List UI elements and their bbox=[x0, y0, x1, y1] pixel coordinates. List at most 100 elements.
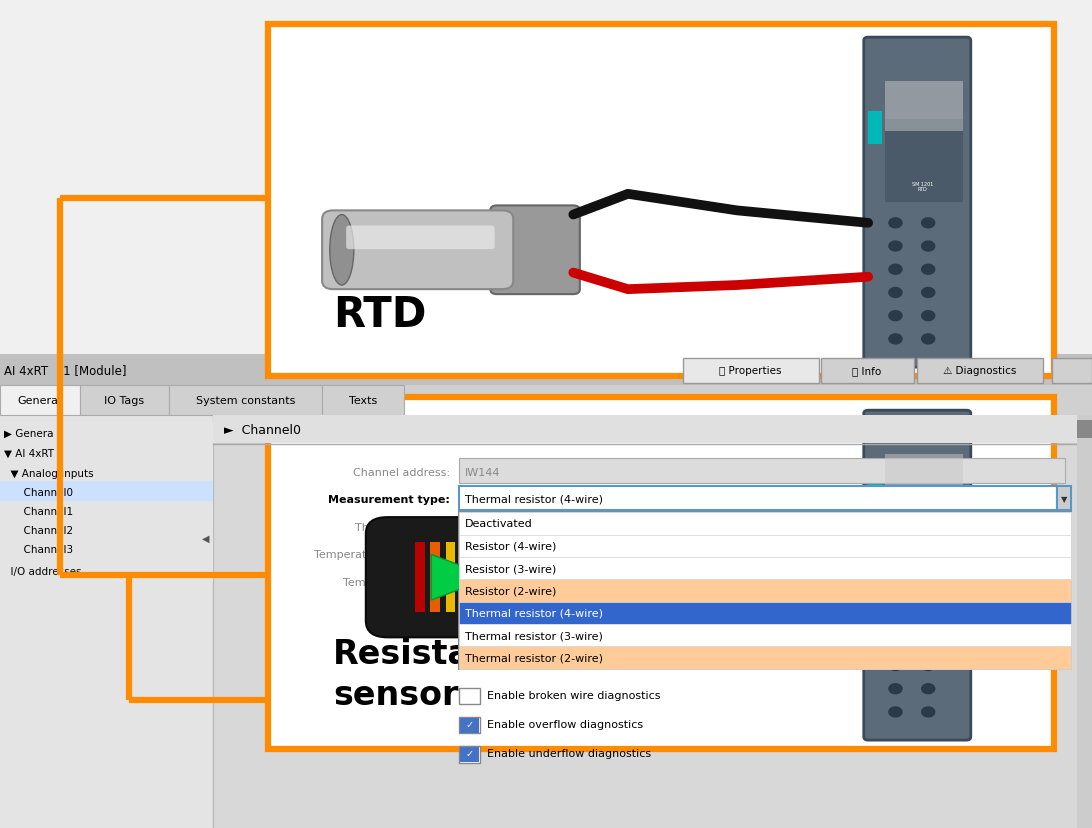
Text: ►  Channel0: ► Channel0 bbox=[224, 423, 301, 436]
Bar bbox=[917, 359, 1043, 383]
Bar bbox=[459, 602, 1071, 624]
Bar bbox=[1057, 486, 1071, 511]
Bar bbox=[268, 397, 1054, 749]
Bar bbox=[459, 624, 1071, 647]
Text: SM 1201
RTD: SM 1201 RTD bbox=[912, 554, 934, 565]
Text: IO Tags: IO Tags bbox=[105, 396, 144, 406]
Text: ▼ AI 4xRT: ▼ AI 4xRT bbox=[4, 448, 55, 458]
Bar bbox=[1052, 359, 1092, 383]
Bar bbox=[0, 442, 213, 464]
Text: Enable underflow diagnostics: Enable underflow diagnostics bbox=[487, 749, 651, 758]
Text: 🔍 Properties: 🔍 Properties bbox=[719, 366, 782, 376]
Text: ▶ Genera: ▶ Genera bbox=[4, 428, 54, 438]
Bar bbox=[213, 416, 1092, 444]
Circle shape bbox=[889, 311, 902, 321]
Bar bbox=[430, 542, 440, 613]
Bar bbox=[460, 718, 479, 733]
Bar bbox=[459, 688, 480, 705]
Text: Channel3: Channel3 bbox=[4, 545, 73, 555]
Bar bbox=[885, 82, 963, 132]
Text: ▼ Analog inputs: ▼ Analog inputs bbox=[4, 469, 94, 479]
Circle shape bbox=[922, 707, 935, 717]
Bar bbox=[1077, 416, 1092, 828]
Bar bbox=[459, 513, 1071, 535]
Bar bbox=[459, 459, 1065, 484]
Text: Measurement type:: Measurement type: bbox=[328, 494, 450, 504]
Text: Thermal resistor (4-wire): Thermal resistor (4-wire) bbox=[465, 494, 603, 504]
Circle shape bbox=[889, 265, 902, 275]
Text: Enable overflow diagnostics: Enable overflow diagnostics bbox=[487, 720, 643, 729]
Circle shape bbox=[922, 288, 935, 298]
Bar bbox=[885, 120, 963, 203]
Bar bbox=[268, 25, 1054, 377]
Bar bbox=[446, 542, 455, 613]
Bar bbox=[459, 580, 1071, 602]
Bar bbox=[460, 747, 479, 762]
Circle shape bbox=[922, 661, 935, 671]
Text: ▼: ▼ bbox=[1061, 495, 1067, 503]
Text: ✓: ✓ bbox=[465, 749, 474, 758]
Text: ⚠ Diagnostics: ⚠ Diagnostics bbox=[942, 366, 1017, 376]
FancyBboxPatch shape bbox=[864, 411, 971, 740]
Bar bbox=[459, 535, 1071, 557]
Text: I/O addresses: I/O addresses bbox=[4, 566, 82, 576]
Text: RTD: RTD bbox=[333, 294, 427, 336]
Bar bbox=[0, 386, 80, 416]
Bar bbox=[459, 647, 1071, 669]
Text: Resistor (2-wire): Resistor (2-wire) bbox=[465, 585, 557, 596]
FancyBboxPatch shape bbox=[322, 211, 513, 290]
Bar bbox=[885, 455, 963, 504]
Circle shape bbox=[889, 242, 902, 252]
Text: Smoothing:: Smoothing: bbox=[385, 604, 450, 614]
Circle shape bbox=[889, 707, 902, 717]
Bar bbox=[322, 386, 404, 416]
Bar bbox=[459, 717, 480, 734]
Text: Channel address:: Channel address: bbox=[353, 467, 450, 477]
FancyBboxPatch shape bbox=[366, 518, 557, 638]
Text: AI 4xRT    1 [Module]: AI 4xRT 1 [Module] bbox=[4, 363, 127, 377]
Circle shape bbox=[889, 638, 902, 647]
Bar bbox=[821, 359, 914, 383]
Bar bbox=[459, 557, 1071, 580]
Text: ⓘ Info: ⓘ Info bbox=[853, 366, 881, 376]
Bar bbox=[0, 561, 213, 582]
Circle shape bbox=[922, 638, 935, 647]
Circle shape bbox=[922, 311, 935, 321]
Bar bbox=[1077, 421, 1092, 439]
Text: Resistor (4-wire): Resistor (4-wire) bbox=[465, 541, 557, 551]
Bar bbox=[0, 416, 213, 828]
Text: Channel1: Channel1 bbox=[4, 507, 73, 517]
Polygon shape bbox=[431, 555, 491, 600]
Bar bbox=[415, 542, 425, 613]
Bar bbox=[0, 354, 1092, 386]
Circle shape bbox=[922, 614, 935, 624]
Circle shape bbox=[922, 219, 935, 229]
Text: Thermal resistor (2-wire): Thermal resistor (2-wire) bbox=[465, 652, 603, 663]
Text: Channel2: Channel2 bbox=[4, 526, 73, 536]
Circle shape bbox=[922, 242, 935, 252]
Bar bbox=[868, 112, 882, 145]
Text: ✓: ✓ bbox=[465, 720, 474, 729]
Circle shape bbox=[922, 265, 935, 275]
Bar bbox=[491, 542, 501, 613]
Bar bbox=[458, 512, 1072, 670]
Text: Resistance
sensor: Resistance sensor bbox=[333, 637, 537, 710]
FancyBboxPatch shape bbox=[346, 226, 495, 250]
Bar bbox=[0, 520, 213, 542]
Bar bbox=[885, 493, 963, 575]
Bar bbox=[682, 359, 819, 383]
Bar bbox=[868, 484, 882, 518]
Circle shape bbox=[922, 335, 935, 344]
Text: Enable broken wire diagnostics: Enable broken wire diagnostics bbox=[487, 691, 661, 700]
Text: Deactivated: Deactivated bbox=[465, 518, 533, 529]
Text: System constants: System constants bbox=[195, 396, 296, 406]
Circle shape bbox=[889, 288, 902, 298]
Circle shape bbox=[889, 661, 902, 671]
Circle shape bbox=[889, 335, 902, 344]
Text: Resistor (3-wire): Resistor (3-wire) bbox=[465, 563, 557, 574]
Bar bbox=[0, 501, 213, 522]
Text: Temperature coefficient:: Temperature coefficient: bbox=[313, 550, 450, 560]
Bar bbox=[213, 445, 1077, 828]
Bar bbox=[80, 386, 169, 416]
Ellipse shape bbox=[330, 215, 354, 286]
